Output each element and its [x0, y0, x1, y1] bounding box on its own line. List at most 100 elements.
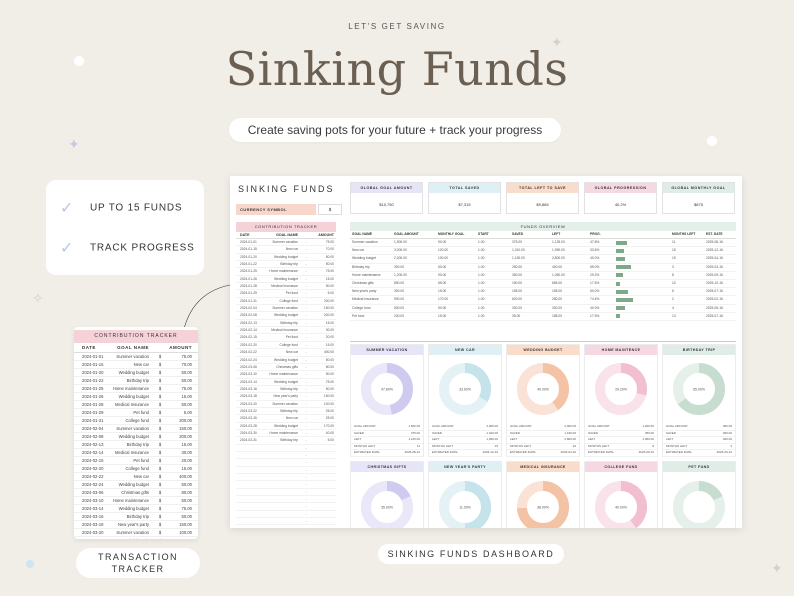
donut-fill — [673, 481, 725, 528]
cell-start: 1.00 — [478, 305, 485, 310]
table-row: 2024-03-16 Birthday trip - 50.00 — [236, 386, 336, 394]
stat-label: ESTIMATED DATE — [510, 450, 536, 455]
cell-currency: - — [305, 401, 307, 406]
stat-label: SAVED — [666, 430, 676, 435]
progress-donut: 33.60% — [439, 363, 491, 415]
stat-value: 2025-12-16 — [482, 450, 498, 455]
cell-amount: 150.00 — [179, 522, 192, 527]
fund-stat-row: MONTHS LEFT 8 — [585, 444, 657, 451]
stat-label: ESTIMATED DATE — [432, 450, 458, 455]
cell-est-date: 2025-03-16 — [706, 264, 723, 269]
donut-fill — [673, 363, 725, 415]
stat-label: GOAL AMOUNT — [354, 424, 376, 428]
cell-currency: - — [305, 342, 307, 347]
cell-date: 2024-02-14 — [240, 328, 257, 333]
stat-value: 2025-03-16 — [716, 450, 732, 455]
donut-center-label: 47.80% — [381, 388, 393, 392]
stat-value: 300.00 — [722, 424, 732, 428]
overview-rows: Summer vacation 1,500.00 90.00 1.00 375.00 1,… — [350, 239, 736, 321]
stat-value: 19 — [572, 443, 576, 448]
cell-progress: 47.8% — [590, 240, 600, 244]
cell-date: 2024-01-31 — [82, 418, 104, 423]
stat-label: LEFT — [666, 437, 674, 442]
cell-currency: - — [305, 452, 307, 457]
stat-value: 2,000.00 — [564, 424, 576, 428]
cell-date — [236, 503, 266, 509]
progress-bar-cell — [616, 247, 672, 254]
cell-amount: 20.00 — [325, 335, 334, 340]
stat-value: 2,800.00 — [564, 437, 576, 442]
cell-date — [236, 467, 266, 473]
cell-date: 2024-01-26 — [82, 394, 104, 399]
cell-amount — [312, 489, 336, 495]
cell-date — [236, 459, 266, 465]
stat-value: 375.00 — [410, 430, 420, 435]
cell-progress: 17.6% — [590, 280, 600, 285]
cell-left: 300.00 — [552, 305, 563, 310]
cell-amount: 75.00 — [181, 386, 192, 391]
cell-amount: 50.00 — [181, 378, 192, 383]
fund-stat-row: GOAL AMOUNT 1,500.00 — [351, 424, 423, 431]
kpi-card: TOTAL LEFT TO SAVE $9,865 — [506, 182, 579, 214]
table-row: 2024-03-14 Wedding budget - 75.00 — [236, 379, 336, 386]
stat-value: 1,190.00 — [564, 430, 576, 435]
kpi-value: $9,865 — [536, 202, 549, 207]
cell-date: 2024-01-01 — [82, 354, 104, 359]
table-row: 2024-03-31 Birthday trip - 5.00 — [236, 437, 336, 445]
cell-currency: $ — [158, 426, 162, 431]
table-row: - — [236, 467, 336, 474]
cell-amount: 25.00 — [325, 416, 334, 421]
stat-value: 1,050.00 — [642, 437, 654, 442]
feature-label: TRACK PROGRESS — [90, 242, 195, 254]
cell-amount: 50.00 — [325, 357, 334, 362]
cell-date: 2024-02-04 — [240, 306, 257, 311]
cell-months-left: 13 — [672, 313, 676, 318]
cell-date: 2024-01-29 — [82, 410, 104, 415]
cell-goal-name: Summer vacation — [272, 401, 298, 406]
cell-goal-name: Wedding budget — [274, 276, 298, 281]
progress-bar-cell — [616, 313, 672, 320]
feature-label: UP TO 15 FUNDS — [90, 202, 183, 214]
cell-monthly: 90.00 — [438, 305, 447, 310]
fund-card: COLLEGE FUND 40.00% — [584, 461, 658, 528]
table-row: 2024-03-18 New year's party - 150.00 — [236, 393, 336, 401]
cell-amount: 5.00 — [183, 410, 192, 415]
stat-value: 2025-08-16 — [404, 450, 420, 455]
cell-amount: 200.00 — [323, 313, 334, 318]
cell-amount: 5.00 — [327, 438, 334, 443]
table-row: 2024-01-26 Wedding budget $15.00 — [74, 393, 198, 401]
currency-input[interactable]: $ — [318, 204, 342, 215]
cell-date: 2024-02-13 — [240, 320, 257, 325]
kpi-label: GLOBAL PROGRESSION — [585, 183, 656, 193]
cell-currency: $ — [158, 386, 162, 391]
dashboard-title: SINKING FUNDS — [238, 184, 335, 194]
table-row: 2024-02-13 Birthday trip $15.00 — [74, 441, 198, 449]
table-row: 2024-02-20 College fund - 15.00 — [236, 342, 336, 350]
cell-months-left: 2 — [672, 297, 674, 302]
column-header: MONTHS LEFT — [672, 232, 696, 236]
cell-currency: $ — [158, 506, 162, 511]
cell-amount — [312, 452, 336, 458]
cell-date: 2024-02-14 — [82, 450, 104, 455]
cell-date: 2024-03-28 — [240, 423, 257, 428]
cell-goal-amount: 900.00 — [394, 297, 405, 302]
cell-goal-name: Christmas gifts — [121, 490, 149, 495]
table-row: 2024-03-06 Christmas gifts $80.00 — [74, 489, 198, 497]
progress-bar-cell — [616, 280, 672, 287]
cell-amount — [312, 525, 336, 528]
kpi-value: $10,750 — [379, 202, 394, 207]
fund-stats: GOAL AMOUNT 2,000.00 SAVED 1,190.00 LEFT 2,80… — [507, 424, 579, 457]
cell-start: 1.00 — [478, 264, 485, 269]
cell-currency: - — [305, 247, 307, 252]
stat-label: GOAL AMOUNT — [666, 424, 688, 428]
cell-goal-name: Birthday trip — [126, 514, 149, 519]
cell-currency: - — [305, 269, 307, 274]
sparkle-icon: ✦ — [68, 136, 80, 152]
fund-title: NEW YEAR'S PARTY — [429, 462, 501, 472]
cell-date: 2024-03-10 — [82, 498, 104, 503]
cell-est-date: 2025-08-16 — [706, 240, 723, 244]
cell-amount: 150.00 — [323, 306, 334, 311]
cell-start: 1.00 — [478, 280, 485, 285]
cell-currency: - — [305, 489, 307, 494]
cell-saved: 35.00 — [512, 313, 521, 318]
